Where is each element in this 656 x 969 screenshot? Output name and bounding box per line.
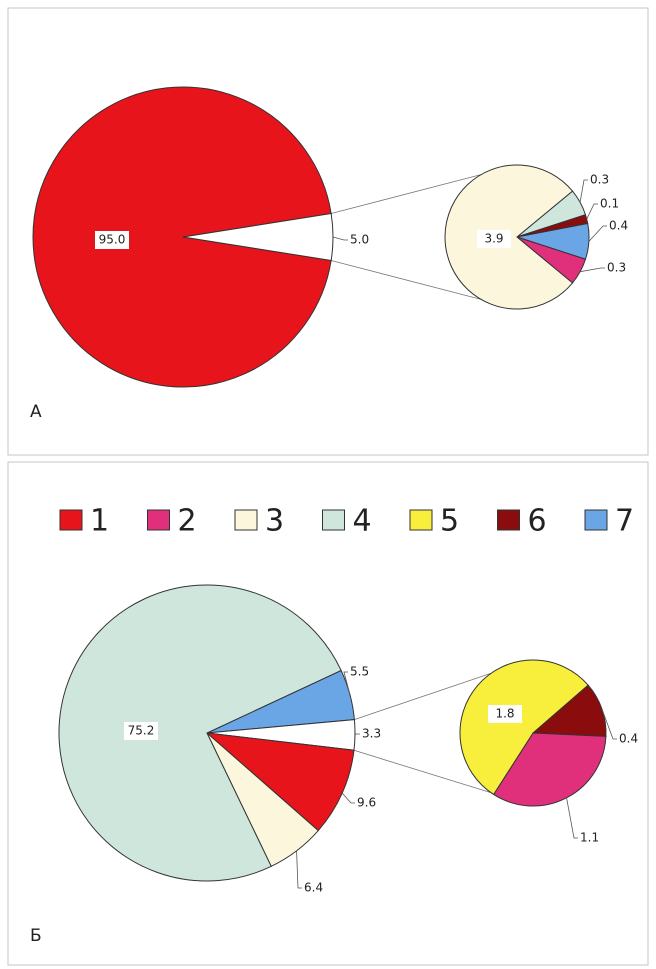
data-label: 9.6	[357, 796, 376, 810]
data-label: 1.8	[495, 707, 514, 721]
data-label: 5.0	[350, 233, 369, 247]
legend-label: 2	[178, 504, 197, 539]
legend-swatch	[234, 509, 258, 531]
legend-swatch	[409, 509, 433, 531]
leader-line	[566, 797, 578, 839]
pie-slice	[182, 212, 334, 262]
pie-slice	[459, 659, 589, 796]
label-box	[95, 231, 129, 249]
data-label: 1.1	[580, 831, 599, 845]
leader-line	[579, 179, 588, 203]
data-label: 6.4	[304, 881, 323, 895]
data-label: 0.4	[609, 219, 628, 233]
leader-line	[586, 203, 598, 220]
panel-label: А	[30, 402, 42, 422]
leader-line	[354, 733, 360, 736]
connector-line	[331, 174, 482, 214]
connector-line	[354, 672, 492, 720]
pie-slice	[58, 584, 342, 882]
legend-label: 1	[90, 504, 109, 539]
legend-swatch	[497, 509, 520, 531]
data-label: 0.4	[619, 732, 638, 746]
connector-line	[353, 749, 492, 794]
leader-line	[343, 671, 351, 695]
legend-swatch	[322, 509, 345, 531]
data-label: 95.0	[99, 233, 126, 247]
legend-swatch	[59, 509, 83, 531]
leader-line	[332, 236, 348, 241]
leader-line	[296, 850, 302, 889]
leader-line	[580, 267, 605, 273]
connector-line	[331, 260, 482, 300]
data-label: 5.5	[350, 665, 369, 679]
leader-line	[341, 792, 355, 804]
data-label: 3.3	[362, 727, 381, 741]
legend-label: 3	[265, 504, 284, 539]
label-box	[124, 722, 158, 740]
legend-label: 5	[440, 504, 459, 539]
legend-swatch	[584, 509, 608, 531]
pie-slice	[205, 732, 355, 832]
leader-line	[601, 708, 617, 740]
data-label: 0.1	[600, 197, 619, 211]
leader-line	[588, 225, 607, 242]
legend-swatch	[147, 509, 170, 531]
legend-label: 6	[528, 504, 547, 539]
label-box	[477, 230, 511, 248]
legend-label: 7	[615, 504, 634, 539]
data-label: 0.3	[590, 173, 609, 187]
pie-slice	[32, 86, 332, 388]
data-label: 75.2	[128, 724, 155, 738]
label-box	[488, 705, 522, 723]
data-label: 3.9	[484, 232, 503, 246]
legend-label: 4	[353, 504, 372, 539]
panel-label: Б	[30, 926, 42, 946]
data-label: 0.3	[607, 261, 626, 275]
